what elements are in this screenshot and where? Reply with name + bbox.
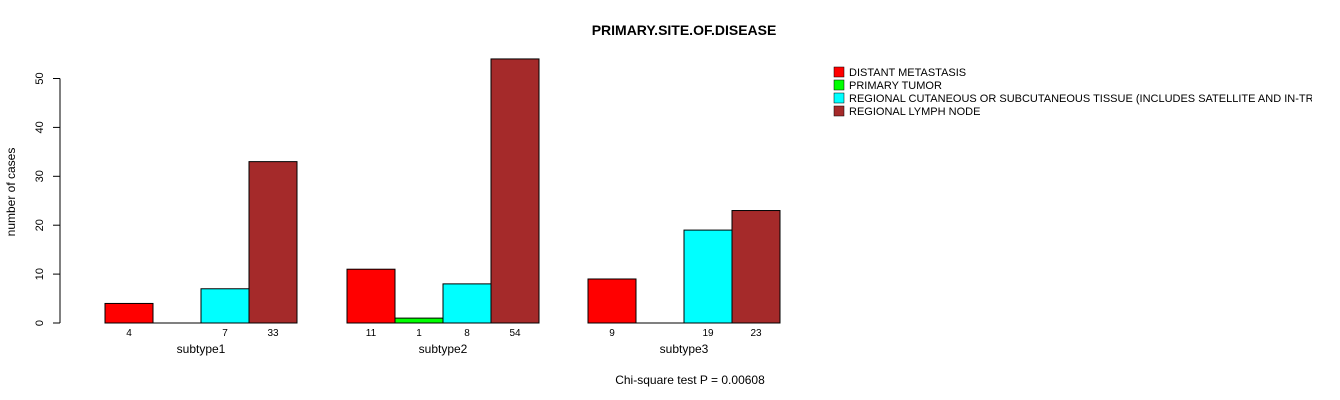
count-labels: 4 7 33 11 1 8 54 9 19 23	[126, 328, 762, 339]
legend-entry: REGIONAL LYMPH NODE	[849, 106, 980, 118]
chart-title: PRIMARY.SITE.OF.DISEASE	[592, 22, 777, 38]
y-axis: 0 10 20 30 40 50	[34, 72, 61, 326]
legend-swatch	[833, 105, 845, 117]
bar	[346, 268, 396, 324]
bar	[104, 302, 154, 324]
bar	[394, 317, 444, 324]
category-label: subtype3	[660, 342, 709, 356]
category-labels: subtype1 subtype2 subtype3	[177, 342, 709, 356]
y-tick-label: 40	[34, 121, 46, 133]
y-tick-label: 30	[34, 170, 46, 182]
legend-entry: REGIONAL CUTANEOUS OR SUBCUTANEOUS TISSU…	[849, 93, 1340, 105]
y-axis-label: number of cases	[4, 148, 18, 237]
bar	[200, 288, 250, 324]
bars	[104, 58, 781, 324]
bar	[442, 283, 492, 324]
bar	[683, 229, 733, 324]
category-label: subtype2	[419, 342, 468, 356]
y-tick-label: 50	[34, 72, 46, 84]
bar	[587, 278, 637, 324]
bar-count-label: 23	[750, 328, 762, 339]
category-label: subtype1	[177, 342, 226, 356]
bar	[490, 58, 540, 324]
bar-count-label: 7	[222, 328, 228, 339]
y-tick-label: 10	[34, 268, 46, 280]
bar-count-label: 9	[609, 328, 615, 339]
legend-swatch	[833, 66, 845, 78]
bar-count-label: 8	[464, 328, 470, 339]
legend-entry: DISTANT METASTASIS	[849, 67, 966, 79]
bar-count-label: 4	[126, 328, 132, 339]
bar-count-label: 54	[509, 328, 521, 339]
chi-square-caption: Chi-square test P = 0.00608	[615, 373, 765, 387]
y-tick-label: 0	[34, 320, 46, 326]
bar-count-label: 33	[267, 328, 279, 339]
bar	[248, 161, 298, 324]
legend-entry: PRIMARY TUMOR	[849, 80, 942, 92]
bar-count-label: 11	[366, 328, 377, 339]
bar	[731, 210, 781, 324]
bar-count-label: 19	[702, 328, 714, 339]
bar-count-label: 1	[416, 328, 422, 339]
y-tick-label: 20	[34, 219, 46, 231]
legend-swatch	[833, 79, 845, 91]
legend-swatch	[833, 92, 845, 104]
